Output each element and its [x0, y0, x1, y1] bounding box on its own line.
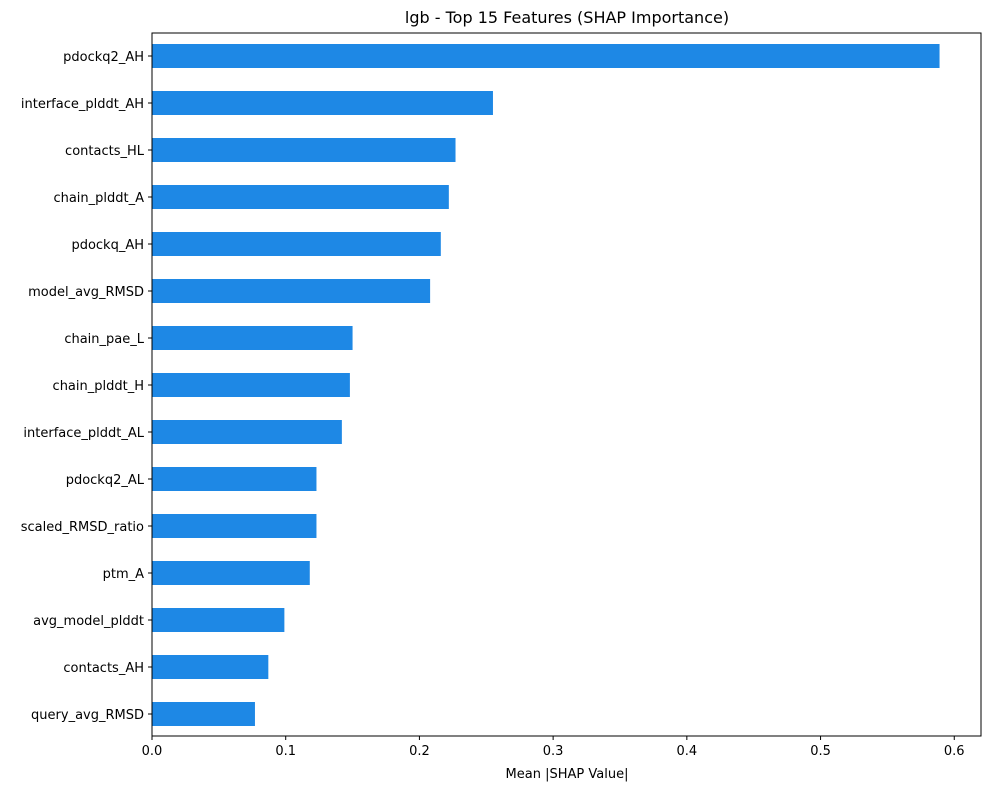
y-tick-label: contacts_AH [63, 661, 144, 676]
bar-ptm_A [152, 561, 310, 585]
bar-scaled_RMSD_ratio [152, 514, 317, 538]
x-tick-label: 0.5 [810, 744, 831, 759]
x-tick-label: 0.6 [944, 744, 965, 759]
y-tick-label: query_avg_RMSD [31, 708, 144, 723]
y-tick-label: ptm_A [103, 567, 145, 582]
bar-model_avg_RMSD [152, 279, 431, 303]
bar-pdockq2_AL [152, 467, 317, 491]
y-axis-ticks: pdockq2_AH interface_plddt_AH contacts_HLc… [21, 50, 152, 723]
x-tick-label: 0.4 [676, 744, 697, 759]
bars-group [152, 44, 940, 726]
plot-frame [151, 32, 982, 737]
x-axis-label: Mean |SHAP Value| [506, 767, 629, 782]
x-tick-label: 0.3 [543, 744, 564, 759]
y-tick-label: chain_plddt_A [53, 191, 144, 206]
y-tick-label: interface_plddt_AH [21, 97, 144, 112]
bar-query_avg_RMSD [152, 702, 255, 726]
bar-chain_plddt_H [152, 373, 350, 397]
y-tick-label: pdockq_AH [71, 238, 144, 253]
y-tick-label: pdockq2_AH [63, 50, 144, 65]
bar-pdockq_AH [152, 232, 441, 256]
x-tick-label: 0.2 [409, 744, 430, 759]
x-axis-ticks: 0.0 0.1 0.2 0.3 0.4 0.5 0.6 [142, 736, 965, 759]
bar-contacts_AH [152, 655, 269, 679]
y-tick-label: model_avg_RMSD [28, 285, 144, 300]
bar-chain_pae_L [152, 326, 353, 350]
y-tick-label: avg_model_plddt [33, 614, 144, 629]
y-tick-label: contacts_HL [65, 144, 145, 159]
y-tick-label: pdockq2_AL [66, 473, 145, 488]
y-tick-label: interface_plddt_AL [23, 426, 144, 441]
bar-pdockq2_AH [152, 44, 940, 68]
bar-chain_plddt_A [152, 185, 449, 209]
bar-interface_plddt_AL [152, 420, 342, 444]
y-tick-label: chain_plddt_H [53, 379, 144, 394]
bar-interface_plddt_AH [152, 91, 493, 115]
bar-contacts_HL [152, 138, 456, 162]
chart-title: lgb - Top 15 Features (SHAP Importance) [405, 8, 729, 27]
x-tick-label: 0.1 [275, 744, 296, 759]
bar-avg_model_plddt [152, 608, 285, 632]
y-tick-label: scaled_RMSD_ratio [21, 520, 144, 535]
y-tick-label: chain_pae_L [64, 332, 144, 347]
x-tick-label: 0.0 [142, 744, 163, 759]
